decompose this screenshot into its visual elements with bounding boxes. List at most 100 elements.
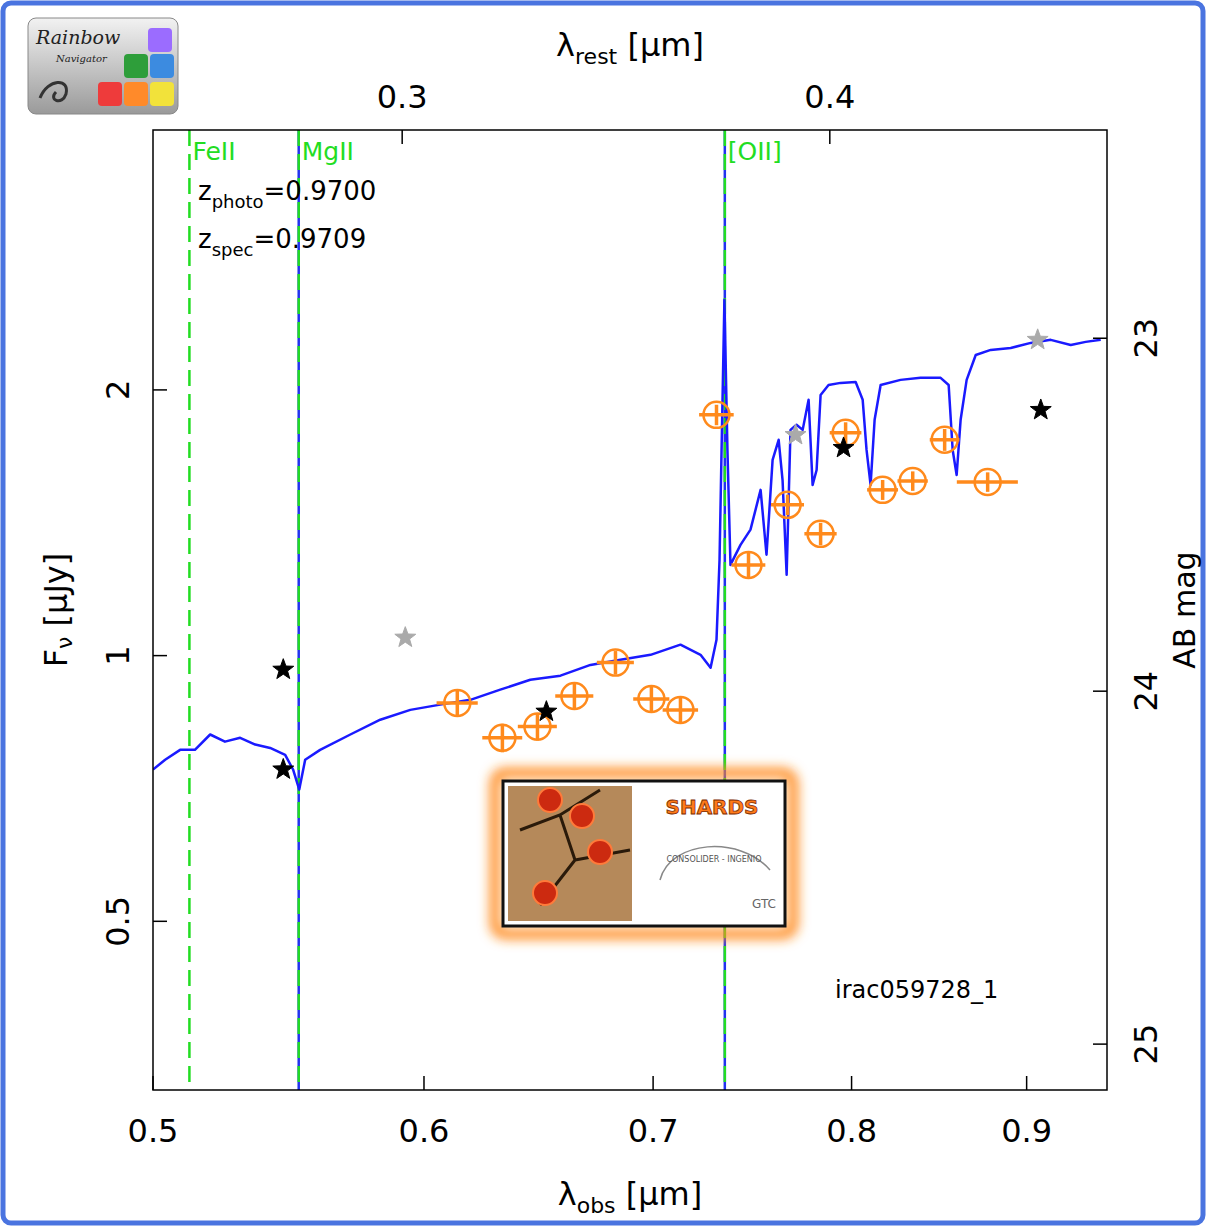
shards-point bbox=[932, 427, 958, 453]
x2-tick-label: 0.4 bbox=[804, 78, 855, 116]
y-error-bar bbox=[456, 690, 460, 716]
axis-title: λobs [μm] bbox=[558, 1175, 703, 1218]
shards-point bbox=[638, 686, 664, 712]
logo-title: SHARDS bbox=[665, 795, 758, 819]
x-tick-label: 0.8 bbox=[826, 1112, 877, 1150]
text: [μJy] bbox=[37, 553, 75, 637]
vertical-line bbox=[188, 130, 191, 1090]
star-point bbox=[273, 758, 294, 778]
x2-tick bbox=[401, 130, 403, 144]
symbol: λ bbox=[558, 1175, 577, 1213]
subscript: photo bbox=[212, 191, 264, 212]
plot-content bbox=[153, 130, 1101, 1090]
y-tick bbox=[153, 921, 167, 923]
y-tick-label: 0.5 bbox=[99, 896, 137, 947]
shards-point bbox=[667, 697, 693, 723]
logo-square bbox=[150, 82, 174, 106]
logo-square bbox=[150, 54, 174, 78]
y-error-bar bbox=[614, 651, 618, 674]
y-tick-label: 1 bbox=[99, 645, 137, 665]
axis-title: Fν [μJy] bbox=[37, 553, 77, 668]
plot-frame bbox=[153, 130, 1107, 1090]
logo-square bbox=[148, 28, 172, 52]
subscript: ν bbox=[52, 637, 77, 649]
text: [μm] bbox=[617, 26, 704, 64]
logo-partner: CONSOLIDER - INGENIO bbox=[666, 855, 761, 864]
shards-point bbox=[775, 492, 801, 518]
star-point bbox=[1027, 329, 1048, 349]
x-tick-label: 0.9 bbox=[1001, 1112, 1052, 1150]
chart: 0.50.60.70.80.90.30.40.512232425λobs [μm… bbox=[0, 0, 1207, 1227]
subscript: rest bbox=[575, 44, 618, 69]
star-point bbox=[785, 424, 806, 444]
symbol: F bbox=[37, 649, 75, 667]
y2-tick-label: 24 bbox=[1127, 671, 1165, 712]
line-label: [OII] bbox=[728, 137, 782, 166]
logo-sphere bbox=[538, 788, 562, 812]
shards-point bbox=[870, 477, 896, 503]
logo-sphere bbox=[533, 881, 557, 905]
shards-point bbox=[602, 650, 628, 676]
y-error-bar bbox=[747, 553, 751, 577]
y2-axis-title: AB mag bbox=[1167, 551, 1202, 668]
logo-sphere bbox=[570, 804, 594, 828]
shards-point bbox=[524, 714, 550, 740]
y-error-bar bbox=[986, 472, 990, 491]
y-error-bar bbox=[536, 713, 540, 741]
line-label: FeII bbox=[192, 137, 235, 166]
y-tick bbox=[153, 389, 167, 391]
star-point bbox=[395, 627, 416, 647]
x2-tick bbox=[829, 130, 831, 144]
y-error-bar bbox=[881, 480, 885, 500]
shards-point bbox=[900, 468, 926, 494]
redshift-label: zspec=0.9709 bbox=[198, 224, 366, 260]
y-error-bar bbox=[819, 523, 823, 545]
x-tick bbox=[152, 1076, 154, 1090]
spectrum-line bbox=[153, 300, 1101, 790]
y-error-bar bbox=[679, 697, 683, 724]
vertical-line bbox=[724, 130, 727, 1090]
y-error-bar bbox=[501, 724, 505, 753]
logo-cracks bbox=[520, 790, 630, 905]
y-error-bar bbox=[911, 471, 915, 490]
logo-swirl bbox=[40, 82, 66, 100]
plot-area bbox=[153, 130, 1107, 1090]
subscript: spec bbox=[212, 239, 254, 260]
x-tick bbox=[1026, 1076, 1028, 1090]
logo-sphere bbox=[588, 840, 612, 864]
y2-tick-label: 23 bbox=[1127, 318, 1165, 359]
shards-point bbox=[975, 469, 1001, 495]
rainbow-logo bbox=[28, 18, 178, 114]
logo-title: Rainbow bbox=[35, 26, 120, 48]
x-tick bbox=[851, 1076, 853, 1090]
text: =0.9709 bbox=[253, 224, 366, 254]
logo-glow bbox=[495, 773, 793, 934]
y-tick-label: 2 bbox=[99, 380, 137, 400]
x-tick bbox=[423, 1076, 425, 1090]
logo-subtitle: Navigator bbox=[55, 53, 108, 64]
symbol: z bbox=[198, 176, 212, 206]
object-id: irac059728_1 bbox=[835, 976, 998, 1004]
star-point bbox=[1030, 399, 1051, 419]
logo-square bbox=[98, 82, 122, 106]
x2-tick-label: 0.3 bbox=[377, 78, 428, 116]
page-frame bbox=[3, 3, 1203, 1223]
y2-tick-label: 25 bbox=[1127, 1024, 1165, 1065]
shards-point bbox=[703, 402, 729, 428]
axis-title: λrest [μm] bbox=[556, 26, 704, 69]
star-point bbox=[833, 437, 854, 457]
vertical-line bbox=[724, 130, 727, 1090]
redshift-label: zphoto=0.9700 bbox=[198, 176, 376, 212]
logo-telescope: GTC bbox=[752, 897, 776, 911]
y-error-bar bbox=[943, 429, 947, 451]
y-tick bbox=[153, 655, 167, 657]
shards-point bbox=[444, 690, 470, 716]
star-point bbox=[536, 701, 557, 721]
logo-image bbox=[508, 786, 632, 921]
text: =0.9700 bbox=[264, 176, 377, 206]
x-tick-label: 0.7 bbox=[628, 1112, 679, 1150]
logo-arc bbox=[660, 847, 770, 880]
text: [μm] bbox=[616, 1175, 703, 1213]
vertical-line bbox=[297, 130, 300, 1090]
symbol: λ bbox=[556, 26, 575, 64]
